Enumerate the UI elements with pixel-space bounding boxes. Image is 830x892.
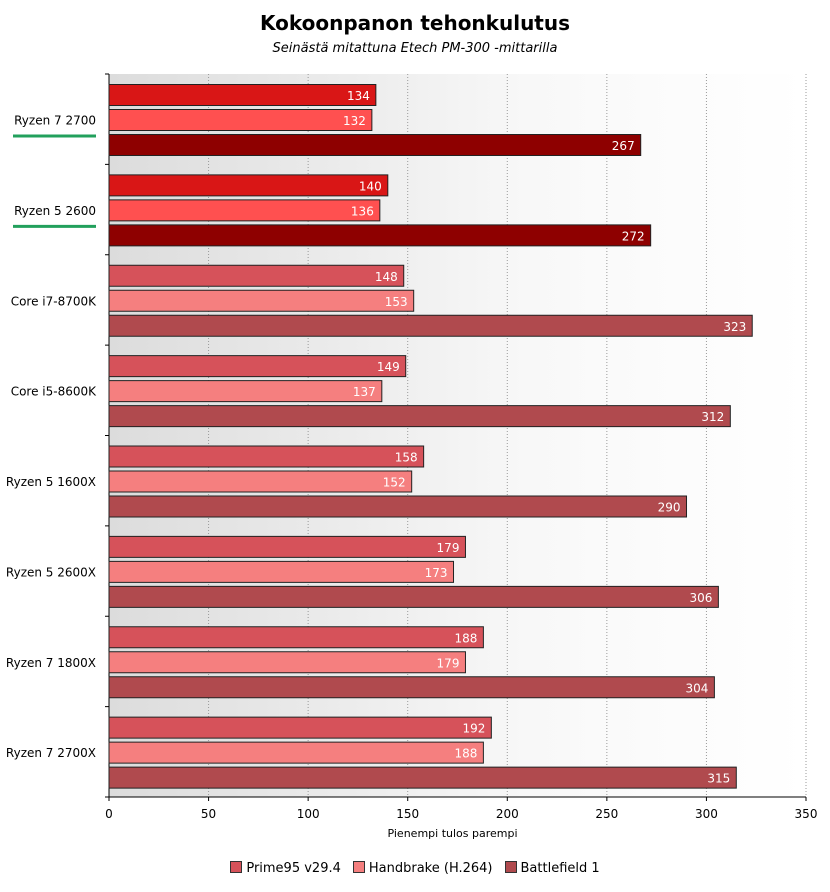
bar-value-label: 315 [707, 772, 730, 786]
bar-value-label: 158 [395, 451, 418, 465]
x-tick-label: 250 [595, 807, 618, 821]
legend-item: Prime95 v29.4 [230, 861, 341, 876]
bar-value-label: 149 [377, 360, 400, 374]
chart-title: Kokoonpanon tehonkulutus [259, 11, 571, 35]
chart-subtitle: Seinästä mitattuna Etech PM-300 -mittari… [272, 41, 558, 56]
bar-value-label: 179 [437, 656, 460, 670]
bar-value-label: 173 [425, 566, 448, 580]
legend-label: Handbrake (H.264) [368, 861, 493, 876]
bar [108, 560, 455, 583]
bar-value-label: 153 [385, 295, 408, 309]
bar-value-label: 304 [685, 681, 708, 695]
bar [108, 405, 731, 428]
legend-swatch [230, 861, 243, 873]
bar-value-label: 134 [347, 89, 370, 103]
bar-value-label: 290 [658, 501, 681, 515]
bar [108, 109, 373, 131]
bar [108, 224, 652, 247]
bar [108, 174, 389, 197]
x-tick-label: 350 [795, 807, 818, 821]
x-axis-label: Pienempi tulos parempi [387, 827, 517, 840]
category-label: Ryzen 5 2600X [6, 565, 96, 579]
bar-value-label: 179 [437, 541, 460, 555]
category-label: Ryzen 7 2700X [6, 746, 96, 760]
legend-label: Prime95 v29.4 [246, 861, 341, 876]
bar [108, 495, 688, 518]
bar [108, 766, 737, 789]
bar [108, 676, 715, 699]
bar-value-label: 306 [689, 591, 712, 605]
bar-value-label: 192 [462, 722, 485, 736]
bar [108, 314, 753, 337]
bar [108, 716, 492, 739]
bar-value-label: 188 [454, 631, 477, 645]
bar [108, 264, 405, 287]
x-tick-label: 0 [105, 807, 113, 821]
bar [108, 355, 407, 378]
x-tick-label: 300 [695, 807, 718, 821]
bar [108, 289, 415, 312]
x-tick-label: 100 [297, 807, 320, 821]
legend-label: Battlefield 1 [520, 861, 600, 876]
category-label: Ryzen 7 1800X [6, 656, 96, 670]
legend: Prime95 v29.4 Handbrake (H.264) Battlefiel… [0, 861, 830, 876]
bar [108, 626, 484, 649]
category-label: Ryzen 5 1600X [6, 475, 96, 489]
category-label: Ryzen 5 2600 [14, 204, 96, 218]
bar-value-label: 272 [622, 229, 645, 243]
category-label: Core i5-8600K [11, 385, 97, 399]
bar-value-label: 323 [723, 320, 746, 334]
bar [108, 199, 381, 222]
category-label: Core i7-8700K [11, 294, 97, 308]
bar-value-label: 148 [375, 270, 398, 284]
legend-swatch [504, 861, 517, 873]
legend-item: Battlefield 1 [504, 861, 600, 876]
x-tick-label: 150 [396, 807, 419, 821]
category-label: Ryzen 7 2700 [14, 114, 96, 128]
bar [108, 84, 377, 106]
bar [108, 651, 466, 674]
x-tick-label: 50 [201, 807, 216, 821]
legend-swatch [352, 861, 365, 873]
bar [108, 535, 466, 558]
bar-value-label: 152 [383, 476, 406, 490]
bar-value-label: 267 [612, 139, 635, 153]
bar [108, 585, 719, 608]
bar [108, 380, 383, 403]
bar-value-label: 132 [343, 114, 366, 128]
bar-value-label: 188 [454, 747, 477, 761]
x-tick-label: 200 [496, 807, 519, 821]
bar-value-label: 312 [701, 410, 724, 424]
bar [108, 741, 484, 764]
legend-item: Handbrake (H.264) [352, 861, 493, 876]
bar [108, 470, 413, 493]
bar-value-label: 136 [351, 204, 374, 218]
bar [108, 134, 642, 156]
bar-value-label: 137 [353, 385, 376, 399]
bar [108, 445, 425, 468]
bar-value-label: 140 [359, 179, 382, 193]
